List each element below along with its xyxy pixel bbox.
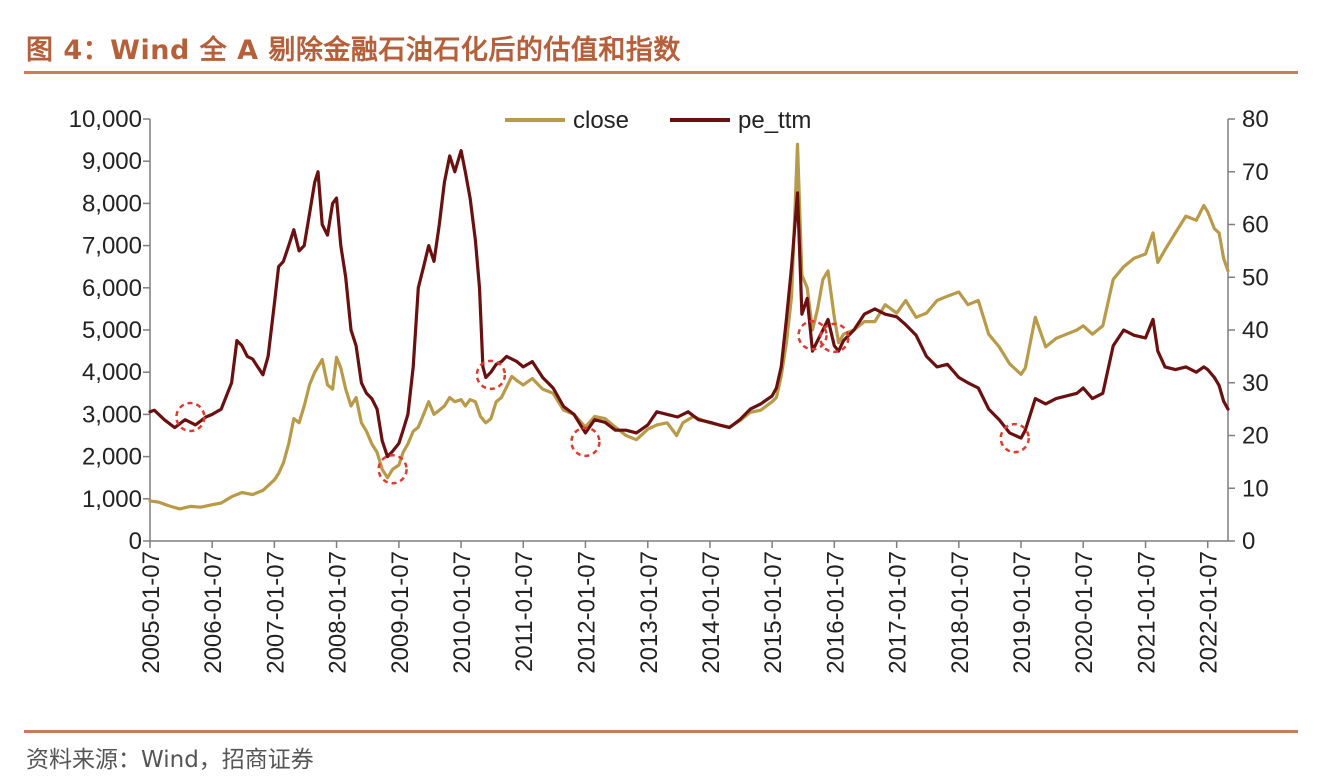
x-tick-label: 2018-01-07 [947, 551, 974, 674]
y-left-tick-label: 10,000 [69, 106, 142, 133]
y-right-tick-label: 50 [1242, 264, 1269, 291]
y-left-tick-label: 4,000 [82, 359, 142, 386]
y-left-tick-label: 8,000 [82, 190, 142, 217]
y-right-tick-label: 80 [1242, 106, 1269, 133]
y-left-tick-label: 3,000 [82, 401, 142, 428]
dashed-circle-marker [175, 401, 206, 433]
series-line-close [148, 142, 1230, 511]
y-right-tick-label: 60 [1242, 212, 1269, 239]
source-rule [24, 730, 1298, 733]
y-right-tick-label: 0 [1242, 528, 1255, 555]
x-tick-label: 2013-01-07 [636, 551, 663, 674]
y-right-tick-label: 10 [1242, 475, 1269, 502]
dashed-circle-marker [570, 426, 601, 458]
dashed-circle-marker [475, 359, 507, 391]
x-tick-label: 2007-01-07 [262, 551, 289, 674]
dashed-circle-marker [819, 322, 850, 354]
x-tick-label: 2015-01-07 [760, 551, 787, 674]
x-tick-label: 2009-01-07 [387, 551, 414, 674]
y-right-tick-label: 30 [1242, 370, 1269, 397]
x-tick-label: 2021-01-07 [1134, 551, 1161, 674]
x-tick-label: 2017-01-07 [885, 551, 912, 674]
y-right-tick-label: 70 [1242, 159, 1269, 186]
x-tick-label: 2022-01-07 [1196, 551, 1223, 674]
legend-label-close: close [573, 107, 629, 134]
x-tick-label: 2005-01-07 [138, 551, 165, 674]
y-left-tick-label: 2,000 [82, 444, 142, 471]
y-left-tick-label: 1,000 [82, 486, 142, 513]
x-tick-label: 2020-01-07 [1071, 551, 1098, 674]
series-line-pe-ttm [148, 149, 1230, 459]
y-left-tick-label: 7,000 [82, 233, 142, 260]
figure-title: 图 4：Wind 全 A 剔除金融石油石化后的估值和指数 [26, 35, 681, 66]
x-tick-label: 2012-01-07 [573, 551, 600, 674]
x-tick-label: 2014-01-07 [698, 551, 725, 674]
x-tick-label: 2016-01-07 [822, 551, 849, 674]
y-left-tick-label: 5,000 [82, 317, 142, 344]
x-tick-label: 2008-01-07 [325, 551, 352, 674]
x-tick-label: 2010-01-07 [449, 551, 476, 674]
dashed-circle-marker [377, 454, 408, 485]
dashed-circle-marker [999, 422, 1030, 454]
y-left-tick-label: 9,000 [82, 148, 142, 175]
y-left-tick-label: 6,000 [82, 275, 142, 302]
x-tick-label: 2006-01-07 [200, 551, 227, 674]
y-left-tick-label: 0 [129, 528, 142, 555]
dashed-circle-marker [797, 320, 828, 351]
source-note: 资料来源：Wind，招商证券 [26, 747, 314, 773]
x-tick-label: 2011-01-07 [511, 551, 538, 672]
title-rule [24, 71, 1298, 74]
y-right-tick-label: 20 [1242, 423, 1269, 450]
y-right-tick-label: 40 [1242, 317, 1269, 344]
legend-label-pe-ttm: pe_ttm [738, 107, 811, 134]
x-tick-label: 2019-01-07 [1009, 551, 1036, 674]
